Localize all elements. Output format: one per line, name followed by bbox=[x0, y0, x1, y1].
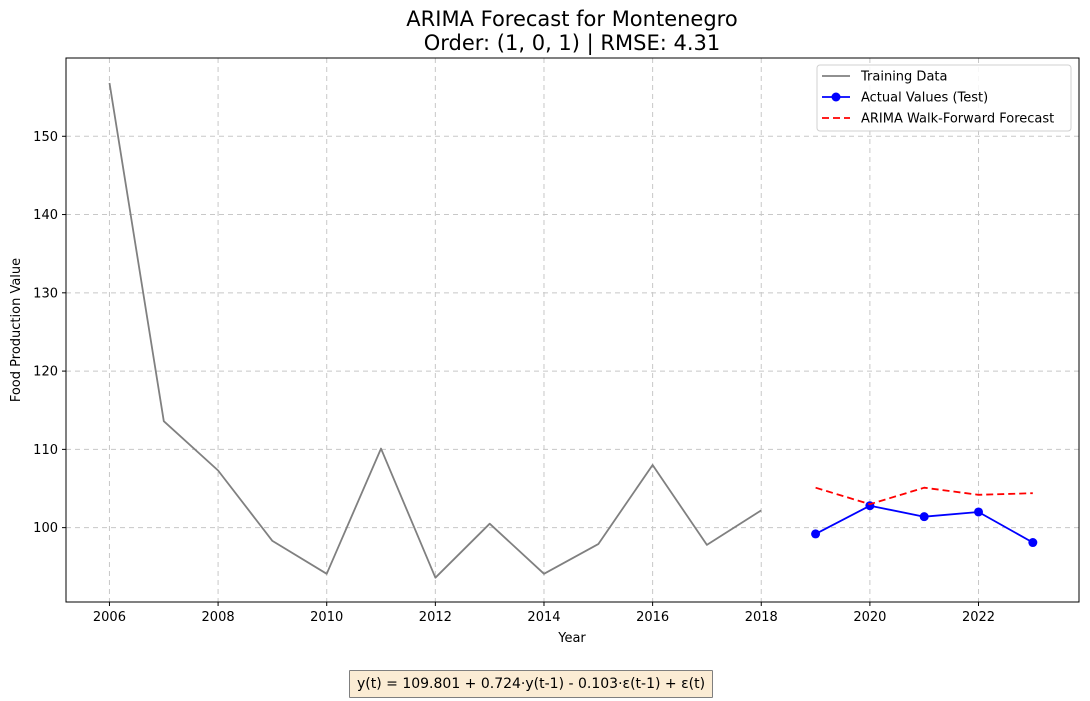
x-tick-label: 2012 bbox=[419, 610, 452, 625]
y-tick-label: 110 bbox=[33, 443, 58, 458]
x-tick-label: 2008 bbox=[202, 610, 235, 625]
x-tick-label: 2018 bbox=[745, 610, 778, 625]
chart-title: ARIMA Forecast for Montenegro bbox=[406, 7, 737, 31]
chart-subtitle: Order: (1, 0, 1) | RMSE: 4.31 bbox=[424, 31, 720, 56]
y-tick-label: 100 bbox=[33, 521, 58, 536]
y-tick-label: 120 bbox=[33, 365, 58, 380]
series-layer bbox=[108, 82, 1038, 579]
x-tick-label: 2006 bbox=[93, 610, 126, 625]
chart: ARIMA Forecast for Montenegro Order: (1,… bbox=[9, 7, 1080, 646]
series-point-1 bbox=[1028, 538, 1038, 548]
series-point-1 bbox=[811, 529, 821, 539]
x-tick-label: 2022 bbox=[962, 610, 995, 625]
series-line-2 bbox=[815, 486, 1033, 506]
x-tick-label: 2014 bbox=[527, 610, 560, 625]
series-point-1 bbox=[974, 507, 984, 517]
model-equation: y(t) = 109.801 + 0.724·y(t-1) - 0.103·ε(… bbox=[349, 670, 714, 698]
y-axis-label: Food Production Value bbox=[9, 258, 24, 402]
x-tick-label: 2010 bbox=[310, 610, 343, 625]
x-axis-label: Year bbox=[557, 631, 586, 646]
grid bbox=[66, 58, 1079, 602]
legend-marker bbox=[831, 92, 841, 102]
legend: Training Data Actual Values (Test) ARIMA W… bbox=[816, 64, 1072, 132]
y-tick-label: 130 bbox=[33, 286, 58, 301]
legend-label: ARIMA Walk-Forward Forecast bbox=[861, 112, 1054, 127]
series-line-1 bbox=[815, 504, 1034, 544]
plot-frame bbox=[65, 57, 1080, 603]
legend-frame bbox=[816, 64, 1072, 132]
y-tick-label: 150 bbox=[33, 130, 58, 145]
series-line-0 bbox=[108, 82, 762, 579]
series-point-1 bbox=[919, 512, 929, 522]
legend-label: Actual Values (Test) bbox=[861, 91, 988, 106]
x-tick-label: 2016 bbox=[636, 610, 669, 625]
legend-label: Training Data bbox=[860, 70, 947, 85]
x-tick-label: 2020 bbox=[853, 610, 886, 625]
y-tick-label: 140 bbox=[33, 208, 58, 223]
axis-ticks: 2006 2008 2010 2012 2014 2016 2018 2020 2022 100 1… bbox=[33, 130, 995, 625]
